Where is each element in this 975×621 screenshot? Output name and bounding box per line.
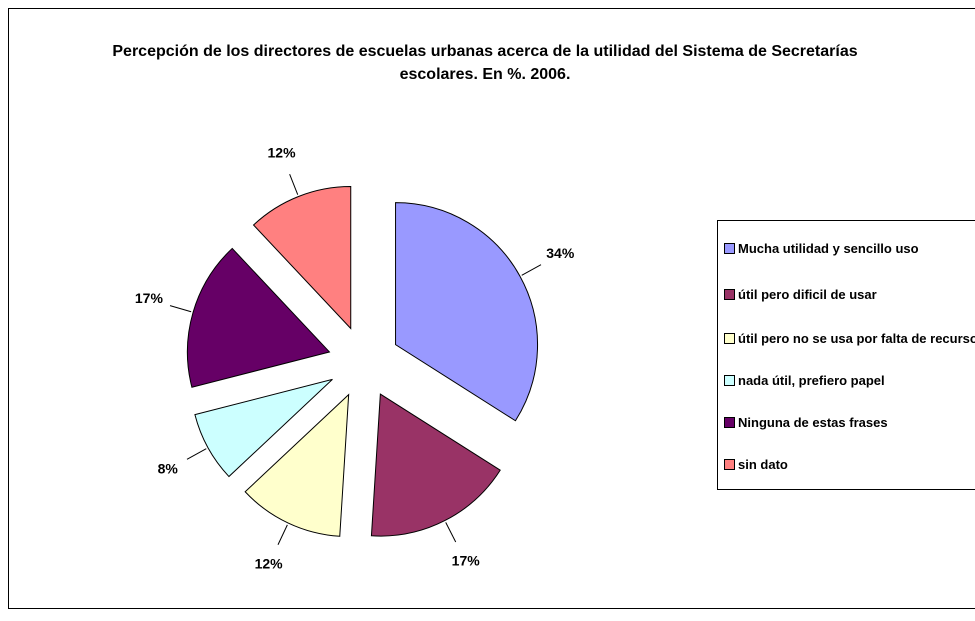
leader-line [289,174,299,195]
legend: Mucha utilidad y sencillo uso útil pero d… [717,220,975,490]
pie-slice [252,186,352,330]
chart-title: Percepción de los directores de escuelas… [112,43,858,83]
legend-swatch [724,333,735,344]
legend-item: Mucha utilidad y sencillo uso [724,241,975,256]
legend-label: Ninguna de estas frases [738,415,888,430]
legend-item: útil pero dificil de usar [724,287,975,302]
legend-label: Mucha utilidad y sencillo uso [738,241,919,256]
legend-swatch [724,375,735,386]
pie-slice [194,378,333,478]
legend-item: nada útil, prefiero papel [724,373,975,388]
data-label: 17% [452,552,481,568]
pie-slice [370,393,501,537]
leader-line [521,264,542,276]
legend-swatch [724,417,735,428]
data-label: 12% [268,144,297,160]
data-label: 8% [158,461,179,477]
legend-swatch [724,289,735,300]
data-label: 17% [135,290,164,306]
legend-swatch [724,243,735,254]
pie-slice [395,202,539,422]
legend-swatch [724,459,735,470]
leader-line [445,522,457,543]
pie-slice [244,393,350,537]
data-label: 34% [546,245,575,261]
legend-label: sin dato [738,457,788,472]
data-label: 12% [255,555,284,571]
legend-label: útil pero dificil de usar [738,287,877,302]
legend-item: Ninguna de estas frases [724,415,975,430]
chart-border [8,8,975,609]
legend-label: nada útil, prefiero papel [738,373,885,388]
legend-item: sin dato [724,457,975,472]
leader-line [186,448,207,460]
legend-label: útil pero no se usa por falta de recurso… [738,331,975,346]
pie-slice [186,247,331,388]
leader-line [169,305,192,313]
legend-item: útil pero no se usa por falta de recurso… [724,331,975,346]
leader-line [277,524,288,545]
